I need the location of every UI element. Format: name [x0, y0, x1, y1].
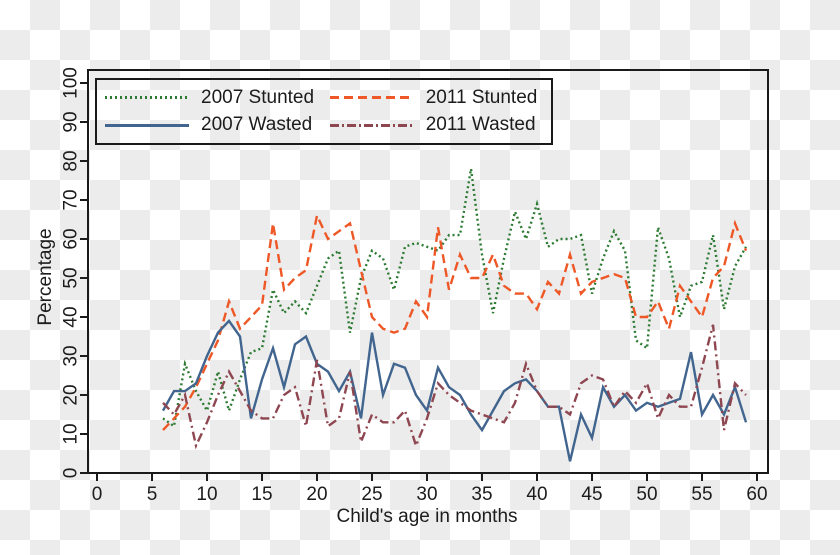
- y-tick-label: 90: [61, 111, 82, 132]
- series-2007-wasted: [161, 319, 748, 462]
- legend-label-2011-wasted: 2011 Wasted: [425, 114, 536, 136]
- legend-label-2007-wasted: 2007 Wasted: [201, 114, 313, 136]
- y-tick-label: 20: [61, 384, 82, 405]
- x-axis-title: Child's age in months: [336, 506, 518, 527]
- y-tick-label: 10: [61, 423, 82, 444]
- x-tick-label: 5: [147, 484, 158, 505]
- x-tick-label: 60: [746, 484, 767, 505]
- y-tick-label: 30: [61, 345, 82, 366]
- x-tick-label: 15: [251, 484, 272, 505]
- x-tick-label: 30: [416, 484, 437, 505]
- y-tick-label: 40: [61, 306, 82, 327]
- x-tick-label: 0: [92, 484, 103, 505]
- y-axis-title: Percentage: [35, 228, 56, 326]
- x-tick-label: 10: [196, 484, 217, 505]
- y-tick-label: 50: [61, 267, 82, 288]
- y-tick-label: 70: [61, 189, 82, 210]
- series-2011-wasted: [162, 324, 747, 450]
- x-tick-label: 25: [361, 484, 382, 505]
- y-tick-label: 100: [61, 67, 82, 99]
- y-tick-label: 60: [61, 228, 82, 249]
- x-tick-label: 50: [636, 484, 657, 505]
- x-tick-label: 35: [471, 484, 492, 505]
- legend-label-2011-stunted: 2011 Stunted: [425, 86, 538, 108]
- y-tick-label: 0: [61, 468, 82, 479]
- legend-sample-2007-wasted: [105, 123, 189, 127]
- legend: 2007 Stunted 2011 Stunted 2007 Wasted 20…: [95, 78, 553, 145]
- legend-label-2007-stunted: 2007 Stunted: [201, 86, 315, 108]
- x-tick-label: 20: [306, 484, 327, 505]
- legend-sample-2007-stunted: [105, 96, 189, 100]
- x-tick-label: 45: [581, 484, 602, 505]
- x-tick-label: 55: [691, 484, 712, 505]
- legend-sample-2011-stunted: [329, 96, 414, 100]
- series-2007-stunted: [162, 168, 748, 429]
- legend-sample-2011-wasted: [329, 123, 414, 127]
- x-tick-label: 40: [526, 484, 547, 505]
- y-tick-label: 80: [61, 150, 82, 171]
